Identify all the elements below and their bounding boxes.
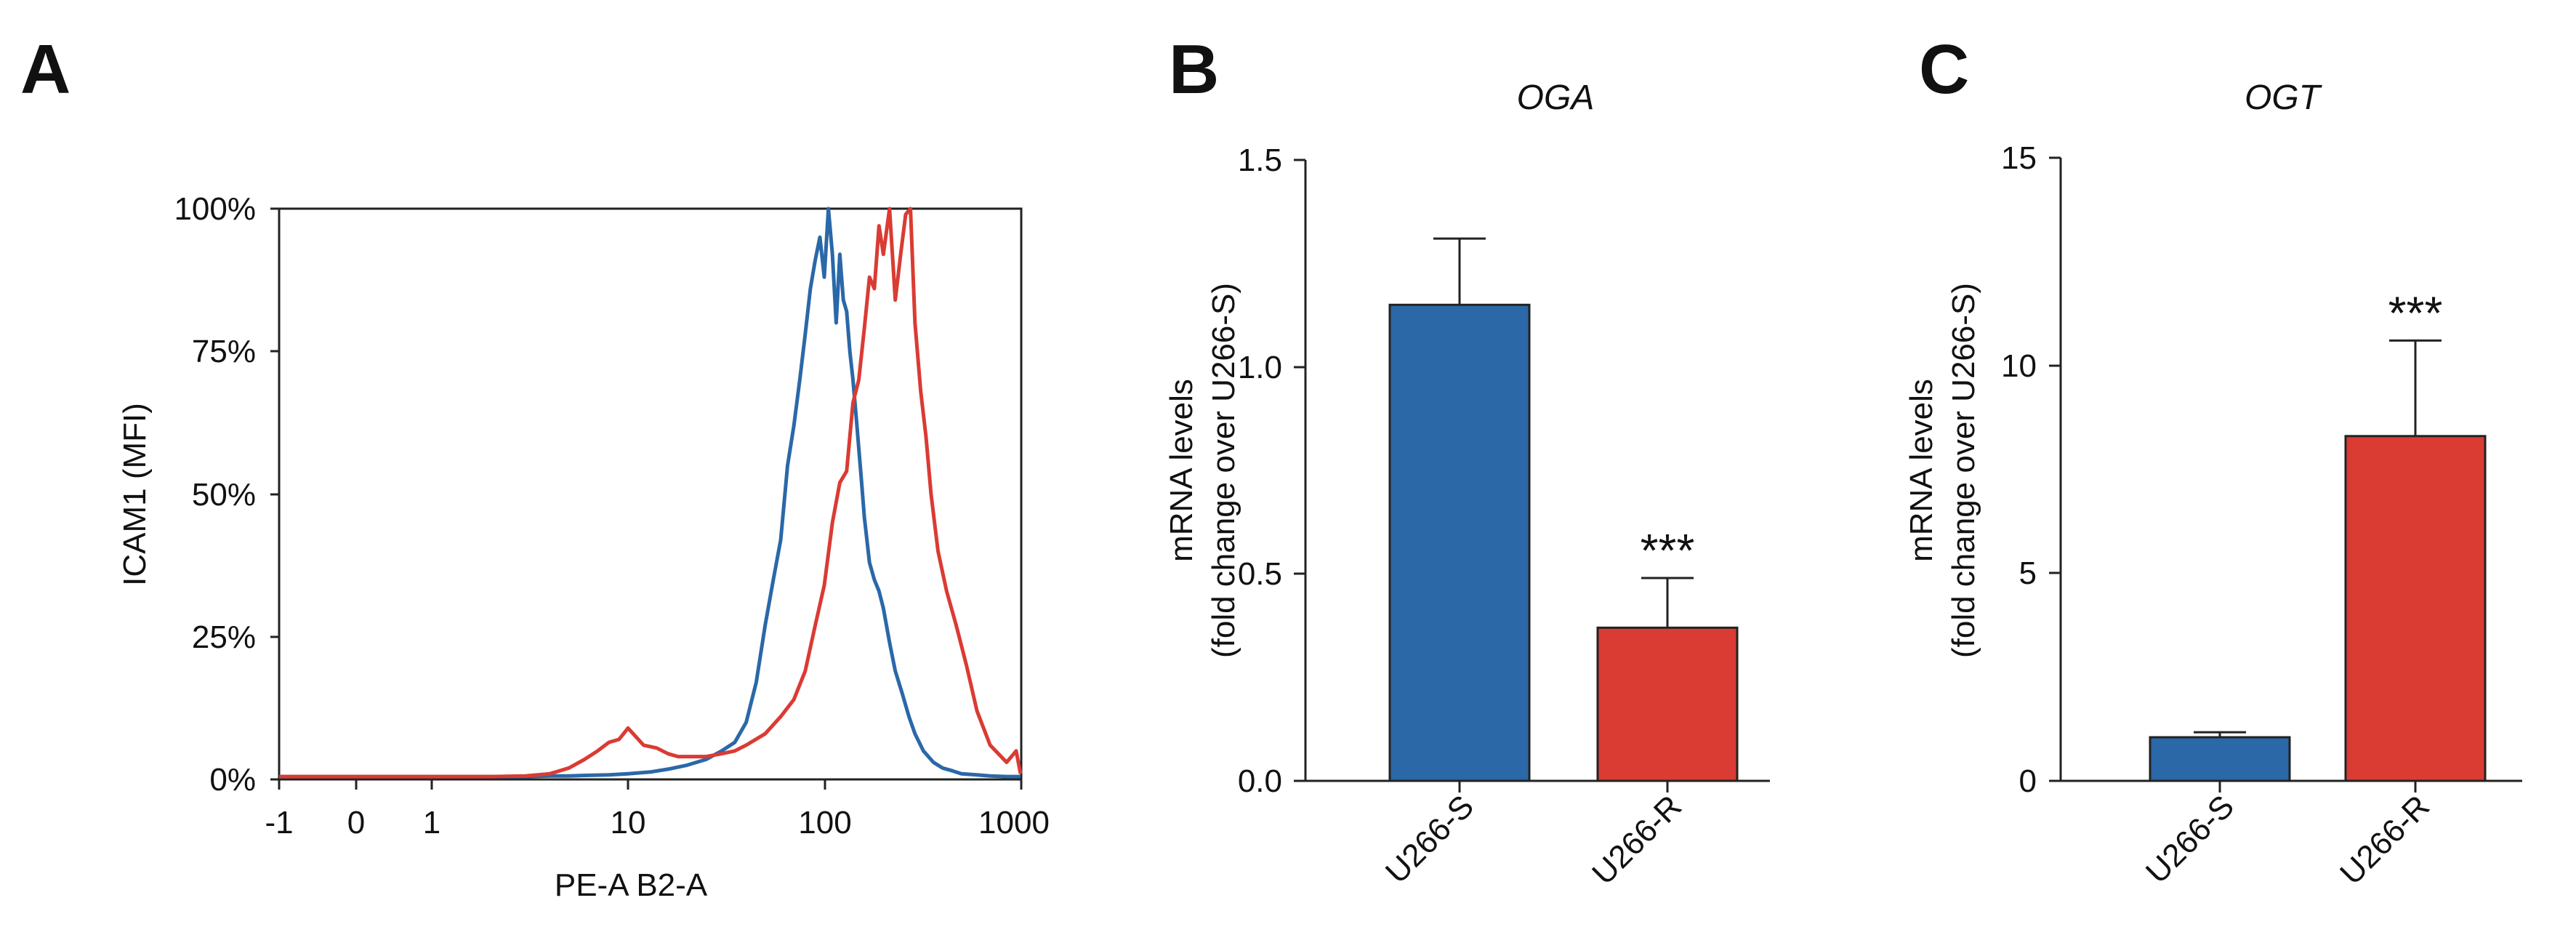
panel-c: C OGT *** 0 5 10 15 U266-S U266-R mRNA l… <box>1904 31 2522 891</box>
panel-a-y-tick-label: 25% <box>192 619 256 655</box>
panel-b-title: OGA <box>1517 79 1595 117</box>
panel-c-y-tick-label: 5 <box>2019 555 2037 591</box>
panel-a-y-tick-label: 100% <box>174 191 256 227</box>
panel-c-y-tick-label: 0 <box>2019 763 2037 799</box>
bar-u266-r <box>2344 435 2487 782</box>
panel-c-y-axis-title-line1: mRNA levels <box>1904 379 1939 562</box>
panel-c-x-tick-label: U266-S <box>2139 788 2241 890</box>
bar-u266-r <box>1596 626 1739 782</box>
panel-b-x-axis: U266-S U266-R <box>1379 781 1689 891</box>
panel-a-x-tick-label: 10 <box>611 805 646 840</box>
panel-a-x-tick-label: 100 <box>798 805 851 840</box>
panel-a: A 0% 25% 50% 75% 100% -1 0 1 1 <box>20 31 1050 903</box>
panel-a-y-tick-label: 50% <box>192 477 256 513</box>
panel-a-x-tick-label: 1000 <box>978 805 1050 840</box>
panel-a-letter: A <box>20 31 71 108</box>
panel-a-series <box>279 206 1023 779</box>
significance-marker-u266-r: *** <box>1641 524 1695 577</box>
panel-c-x-tick-label: U266-R <box>2333 788 2436 891</box>
panel-a-x-tick-label: -1 <box>265 805 293 840</box>
panel-a-y-tick-label: 0% <box>209 762 256 798</box>
panel-b-bars: *** <box>1388 237 1739 782</box>
panel-b-y-tick-label: 1.5 <box>1238 143 1282 178</box>
panel-b-letter: B <box>1169 31 1219 108</box>
panel-b-y-tick-label: 0.5 <box>1238 556 1282 592</box>
panel-b-y-axis: 0.0 0.5 1.0 1.5 <box>1238 143 1305 799</box>
panel-a-x-tick-label: 1 <box>423 805 440 840</box>
panel-a-plot-frame <box>278 207 1023 781</box>
panel-c-letter: C <box>1919 31 1969 108</box>
panel-a-series-red-line <box>279 206 1023 779</box>
bar-u266-s <box>2149 736 2291 782</box>
panel-a-series-blue-line <box>279 206 1021 779</box>
panel-c-bars: *** <box>2149 286 2487 782</box>
panel-b-y-axis-title-line1: mRNA levels <box>1164 379 1199 562</box>
panel-c-y-tick-label: 10 <box>2001 348 2037 384</box>
panel-c-y-tick-label: 15 <box>2001 140 2037 176</box>
panel-b-y-tick-label: 0.0 <box>1238 763 1282 799</box>
bar-u266-s <box>1388 303 1531 782</box>
significance-marker-u266-r: *** <box>2388 286 2443 339</box>
panel-a-y-axis-title: ICAM1 (MFI) <box>117 403 153 586</box>
panel-b: B OGA *** 0.0 0.5 1.0 1.5 U266-S U266-R … <box>1164 31 1770 891</box>
panel-b-y-axis-title-line2: (fold change over U266-S) <box>1206 283 1241 658</box>
panel-a-x-tick-label: 0 <box>347 805 365 840</box>
panel-a-y-axis: 0% 25% 50% 75% 100% <box>174 191 279 798</box>
panel-c-x-axis: U266-S U266-R <box>2139 781 2436 891</box>
panel-b-y-tick-label: 1.0 <box>1238 350 1282 385</box>
panel-c-y-axis: 0 5 10 15 <box>2001 140 2061 799</box>
panel-a-y-tick-label: 75% <box>192 334 256 369</box>
panel-b-x-tick-label: U266-S <box>1379 788 1481 890</box>
panel-b-x-tick-label: U266-R <box>1585 788 1689 891</box>
panel-a-x-axis: -1 0 1 10 100 1000 <box>265 779 1050 840</box>
panel-c-y-axis-title-line2: (fold change over U266-S) <box>1946 283 1981 658</box>
panel-a-x-axis-title: PE-A B2-A <box>555 867 708 903</box>
panel-c-title: OGT <box>2245 79 2323 117</box>
